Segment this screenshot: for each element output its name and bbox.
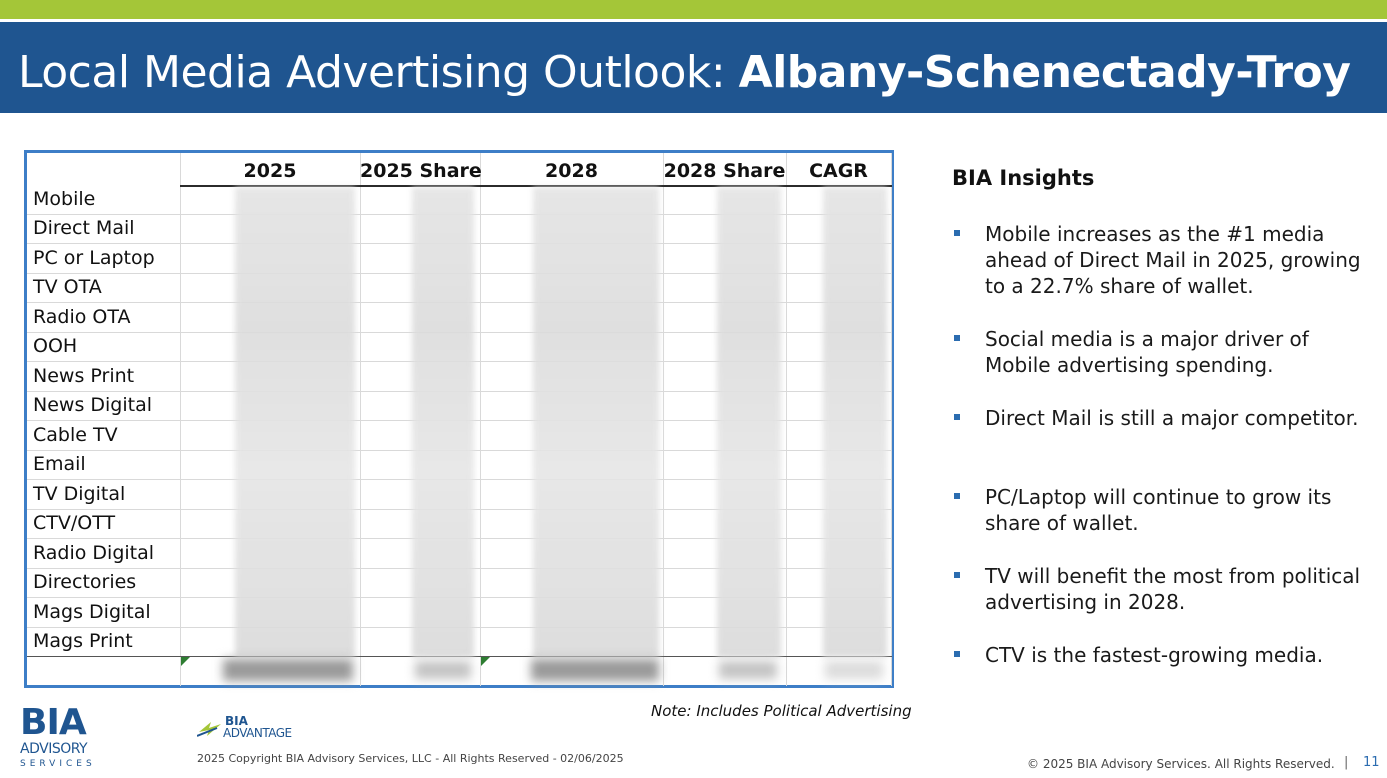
square-bullet-icon bbox=[954, 493, 960, 499]
table-vline bbox=[891, 153, 892, 686]
market-forecast-table: 2025 2025 Share 2028 2028 Share CAGR Mob… bbox=[24, 150, 894, 688]
insight-bullet: CTV is the fastest-growing media. bbox=[952, 642, 1372, 668]
square-bullet-icon bbox=[954, 572, 960, 578]
insight-text: CTV is the fastest-growing media. bbox=[985, 643, 1324, 667]
blurred-total-2028-share bbox=[719, 661, 777, 679]
blurred-values-2028 bbox=[533, 187, 659, 657]
square-bullet-icon bbox=[954, 651, 960, 657]
advantage-swoosh-icon bbox=[197, 722, 221, 737]
insights-title: BIA Insights bbox=[952, 166, 1095, 190]
copyright-right: © 2025 BIA Advisory Services. All Rights… bbox=[1027, 757, 1335, 771]
table-note: Note: Includes Political Advertising bbox=[651, 702, 912, 720]
insight-text: Social media is a major driver of Mobile… bbox=[985, 327, 1309, 377]
square-bullet-icon bbox=[954, 230, 960, 236]
page-separator: | bbox=[1344, 755, 1349, 770]
column-header-2025: 2025 bbox=[243, 160, 297, 182]
row-label-tv-digital: TV Digital bbox=[33, 483, 126, 505]
title-market: Albany-Schenectady-Troy bbox=[738, 47, 1351, 98]
blurred-values-2025-share bbox=[412, 187, 474, 657]
row-label-mobile: Mobile bbox=[33, 188, 96, 210]
column-header-2025-share: 2025 Share bbox=[360, 160, 482, 182]
row-label-cable-tv: Cable TV bbox=[33, 424, 118, 446]
insight-text: PC/Laptop will continue to grow its shar… bbox=[985, 485, 1332, 535]
table-vline bbox=[663, 153, 664, 686]
cell-error-indicator-icon bbox=[481, 657, 490, 666]
row-label-ctv-ott: CTV/OTT bbox=[33, 512, 116, 534]
blurred-total-2025 bbox=[223, 659, 353, 681]
advantage-bia-text: BIA bbox=[225, 714, 248, 728]
row-label-tv-ota: TV OTA bbox=[33, 276, 102, 298]
row-label-direct-mail: Direct Mail bbox=[33, 217, 135, 239]
insight-text: TV will benefit the most from political … bbox=[985, 564, 1361, 614]
blurred-values-cagr bbox=[823, 187, 887, 657]
top-accent-stripe bbox=[0, 0, 1387, 19]
table-vline bbox=[786, 153, 787, 686]
cell-error-indicator-icon bbox=[181, 657, 190, 666]
column-header-2028-share: 2028 Share bbox=[663, 160, 786, 182]
column-header-cagr: CAGR bbox=[809, 160, 868, 182]
header-rule bbox=[180, 185, 892, 187]
insight-bullet: PC/Laptop will continue to grow its shar… bbox=[952, 484, 1372, 536]
insight-text: Direct Mail is still a major competitor. bbox=[985, 406, 1359, 430]
copyright-left: 2025 Copyright BIA Advisory Services, LL… bbox=[197, 752, 624, 765]
title-prefix: Local Media Advertising Outlook: bbox=[18, 47, 739, 98]
page-title: Local Media Advertising Outlook: Albany-… bbox=[18, 44, 1351, 102]
row-label-radio-ota: Radio OTA bbox=[33, 306, 131, 328]
page-number: 11 bbox=[1363, 755, 1380, 770]
blurred-values-2028-share bbox=[717, 187, 781, 657]
row-label-mags-digital: Mags Digital bbox=[33, 601, 151, 623]
stripe-gap bbox=[0, 19, 1387, 22]
table-vline bbox=[180, 153, 181, 686]
row-label-pc-laptop: PC or Laptop bbox=[33, 247, 155, 269]
blurred-total-2025-share bbox=[415, 661, 471, 679]
logo-services-text: SERVICES bbox=[20, 759, 96, 769]
row-label-mags-print: Mags Print bbox=[33, 630, 133, 652]
bia-advantage-logo: BIA ADVANTAGE bbox=[197, 714, 307, 744]
square-bullet-icon bbox=[954, 414, 960, 420]
row-label-email: Email bbox=[33, 453, 86, 475]
row-label-radio-digital: Radio Digital bbox=[33, 542, 155, 564]
header-bar bbox=[0, 22, 1387, 113]
footer-strip bbox=[170, 706, 915, 778]
table-vline bbox=[480, 153, 481, 686]
bia-advisory-logo: BIA ADVISORY SERVICES bbox=[20, 704, 100, 772]
row-label-news-print: News Print bbox=[33, 365, 135, 387]
square-bullet-icon bbox=[954, 335, 960, 341]
column-header-2028: 2028 bbox=[545, 160, 598, 182]
blurred-total-2028 bbox=[531, 659, 659, 681]
insight-bullet: Direct Mail is still a major competitor. bbox=[952, 405, 1372, 431]
row-label-news-digital: News Digital bbox=[33, 394, 153, 416]
row-label-directories: Directories bbox=[33, 571, 137, 593]
advantage-text: ADVANTAGE bbox=[223, 726, 292, 740]
insight-bullet: Mobile increases as the #1 media ahead o… bbox=[952, 221, 1372, 299]
logo-advisory-text: ADVISORY bbox=[20, 741, 88, 757]
blurred-total-cagr bbox=[825, 661, 883, 679]
insight-text: Mobile increases as the #1 media ahead o… bbox=[985, 222, 1361, 298]
row-label-ooh: OOH bbox=[33, 335, 78, 357]
table-vline bbox=[360, 153, 361, 686]
logo-main-text: BIA bbox=[20, 702, 87, 743]
insight-bullet: Social media is a major driver of Mobile… bbox=[952, 326, 1372, 378]
insight-bullet: TV will benefit the most from political … bbox=[952, 563, 1372, 615]
blurred-values-2025 bbox=[235, 187, 355, 657]
